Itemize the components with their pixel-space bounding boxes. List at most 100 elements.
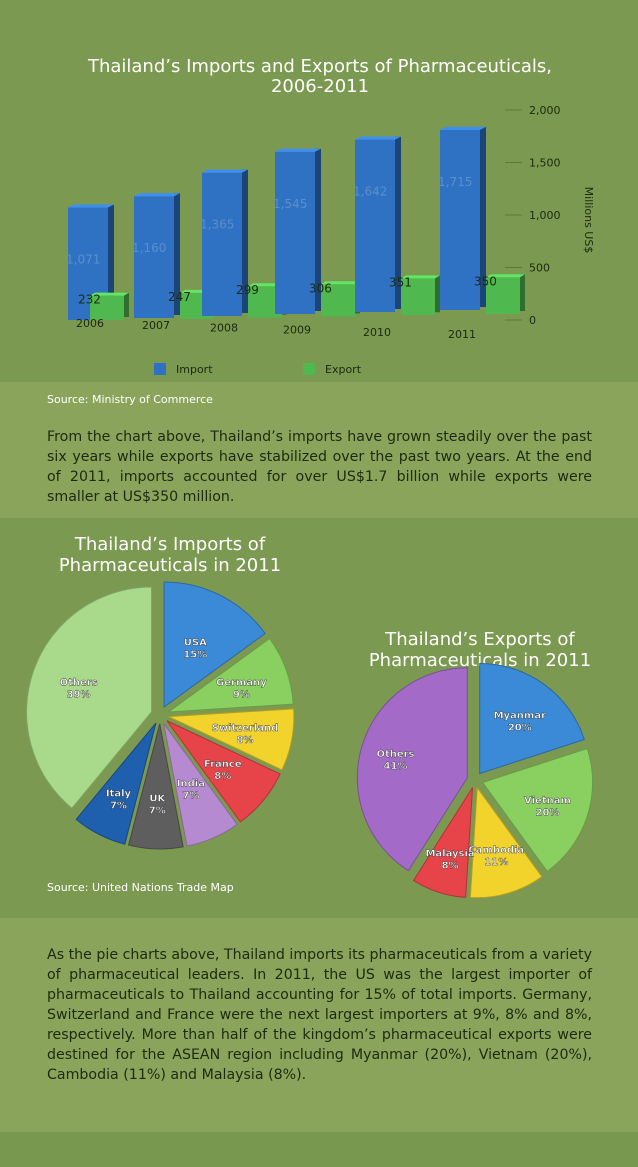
bar-chart: 0 500 1,000 1,500 2,000 Millions US$ 1,071 232 2… xyxy=(66,104,595,376)
import-data-label: 1,071 xyxy=(66,253,100,267)
footer-strip xyxy=(0,1132,638,1167)
import-data-label: 1,160 xyxy=(132,241,166,255)
export-bar xyxy=(321,284,355,317)
bar-chart-title-line2: 2006-2011 xyxy=(270,76,370,97)
x-category-label: 2010 xyxy=(363,326,391,339)
pie-slice-percent: 11% xyxy=(484,857,508,868)
x-category-label: 2006 xyxy=(76,317,104,330)
export-bar-top xyxy=(90,292,129,296)
import-bar-side xyxy=(395,136,401,309)
y-tick-label: 500 xyxy=(529,262,550,275)
pie-slice xyxy=(168,708,295,771)
y-tick-label: 1,500 xyxy=(529,157,561,170)
pie-slice-label: Italy xyxy=(106,789,132,800)
export-bar-top xyxy=(486,274,525,278)
import-data-label: 1,642 xyxy=(353,185,387,199)
export-data-label: 232 xyxy=(78,293,101,307)
bar-chart-source: Source: Ministry of Commerce xyxy=(47,393,213,406)
export-bar-top xyxy=(321,281,360,285)
pie-slice xyxy=(26,586,153,809)
import-bar-side xyxy=(242,169,248,313)
pie-slice-percent: 20% xyxy=(508,722,532,733)
import-bar-top xyxy=(355,136,401,140)
imports-pie-title: Thailand’s Imports of Pharmaceuticals in… xyxy=(40,534,300,576)
pie-slice xyxy=(75,722,157,845)
import-bar xyxy=(355,139,395,312)
export-data-label: 299 xyxy=(236,283,259,297)
import-data-label: 1,545 xyxy=(273,197,307,211)
y-axis-label: Millions US$ xyxy=(582,187,595,254)
export-bar xyxy=(401,278,435,316)
imports-pie-title-line1: Thailand’s Imports of xyxy=(74,534,266,555)
import-bar-top xyxy=(202,169,248,173)
legend-swatch xyxy=(303,363,315,375)
export-bar-top xyxy=(401,275,440,279)
pie-slice xyxy=(481,747,594,873)
x-category-label: 2011 xyxy=(448,328,476,341)
export-data-label: 247 xyxy=(168,290,191,304)
import-bar-top xyxy=(68,204,114,208)
import-bar-side xyxy=(174,193,180,315)
exports-pie-title-line1: Thailand’s Exports of xyxy=(385,629,575,650)
pie-slice-percent: 7% xyxy=(182,790,199,801)
x-category-label: 2007 xyxy=(142,319,170,332)
y-tick-label: 1,000 xyxy=(529,209,561,222)
export-bar xyxy=(90,295,124,320)
import-bar-side xyxy=(480,126,486,307)
import-data-label: 1,715 xyxy=(438,175,472,189)
pie-slice xyxy=(166,720,281,823)
legend-swatch xyxy=(154,363,166,375)
pie-slice-label: Myanmar xyxy=(494,710,547,721)
pie-slice xyxy=(128,723,184,850)
pie-slice-percent: 7% xyxy=(149,805,166,816)
y-tick-label: 2,000 xyxy=(529,104,561,117)
bar-chart-title-line1: Thailand’s Imports and Exports of Pharma… xyxy=(87,56,553,77)
paragraph-imports-exports: From the chart above, Thailand’s imports… xyxy=(47,429,592,505)
pie-slice xyxy=(166,637,294,713)
pie-slice xyxy=(412,787,474,898)
legend-label: Export xyxy=(325,363,362,376)
exports-pie-title-line2: Pharmaceuticals in 2011 xyxy=(368,650,592,671)
import-data-label: 1,365 xyxy=(200,218,234,232)
pie-slice-label: India xyxy=(177,778,205,789)
import-bar xyxy=(440,129,480,310)
export-data-label: 350 xyxy=(474,274,497,288)
paragraph-trade-partners: As the pie charts above, Thailand import… xyxy=(47,947,592,1083)
legend-label: Import xyxy=(176,363,213,376)
y-tick-label: 0 xyxy=(529,314,536,327)
export-bar-side xyxy=(520,274,525,311)
pie-slice-percent: 8% xyxy=(236,735,253,746)
import-bar xyxy=(134,196,174,318)
pie-slice-label: France xyxy=(204,759,242,770)
pie-slice xyxy=(356,667,468,872)
export-data-label: 306 xyxy=(309,281,332,295)
export-data-label: 351 xyxy=(389,275,412,289)
import-bar-top xyxy=(440,126,486,130)
x-category-label: 2009 xyxy=(283,324,311,337)
bar-chart-title: Thailand’s Imports and Exports of Pharma… xyxy=(30,57,610,97)
pie-slice xyxy=(163,581,266,708)
pie-slice xyxy=(479,663,585,775)
pie-slice-label: Cambodia xyxy=(468,845,524,856)
pie-slice-percent: 8% xyxy=(214,771,231,782)
pie-charts: USA15%Germany9%Switzerland8%France8%Indi… xyxy=(26,581,594,899)
x-category-label: 2008 xyxy=(210,321,238,334)
pie-chart-source: Source: United Nations Trade Map xyxy=(47,881,234,894)
imports-pie-title-line2: Pharmaceuticals in 2011 xyxy=(58,555,282,576)
pie-slice-percent: 39% xyxy=(67,690,91,701)
pie-slice-percent: 8% xyxy=(442,861,459,872)
pie-slice-label: USA xyxy=(184,638,207,649)
pie-slice-label: Vietnam xyxy=(524,796,571,807)
pie-slice-label: UK xyxy=(149,793,166,804)
pie-slice-label: Others xyxy=(60,678,98,689)
pie-slice-percent: 15% xyxy=(183,650,207,661)
import-bar-top xyxy=(275,148,321,152)
pie-slice-label: Germany xyxy=(216,678,267,689)
pie-slice-percent: 20% xyxy=(536,808,560,819)
pie-slice xyxy=(469,786,543,899)
import-bar-side xyxy=(315,148,321,311)
pie-slice-label: Malaysia xyxy=(425,849,474,860)
import-bar xyxy=(202,172,242,316)
pie-slice-label: Switzerland xyxy=(212,723,279,734)
export-bar xyxy=(486,277,520,314)
